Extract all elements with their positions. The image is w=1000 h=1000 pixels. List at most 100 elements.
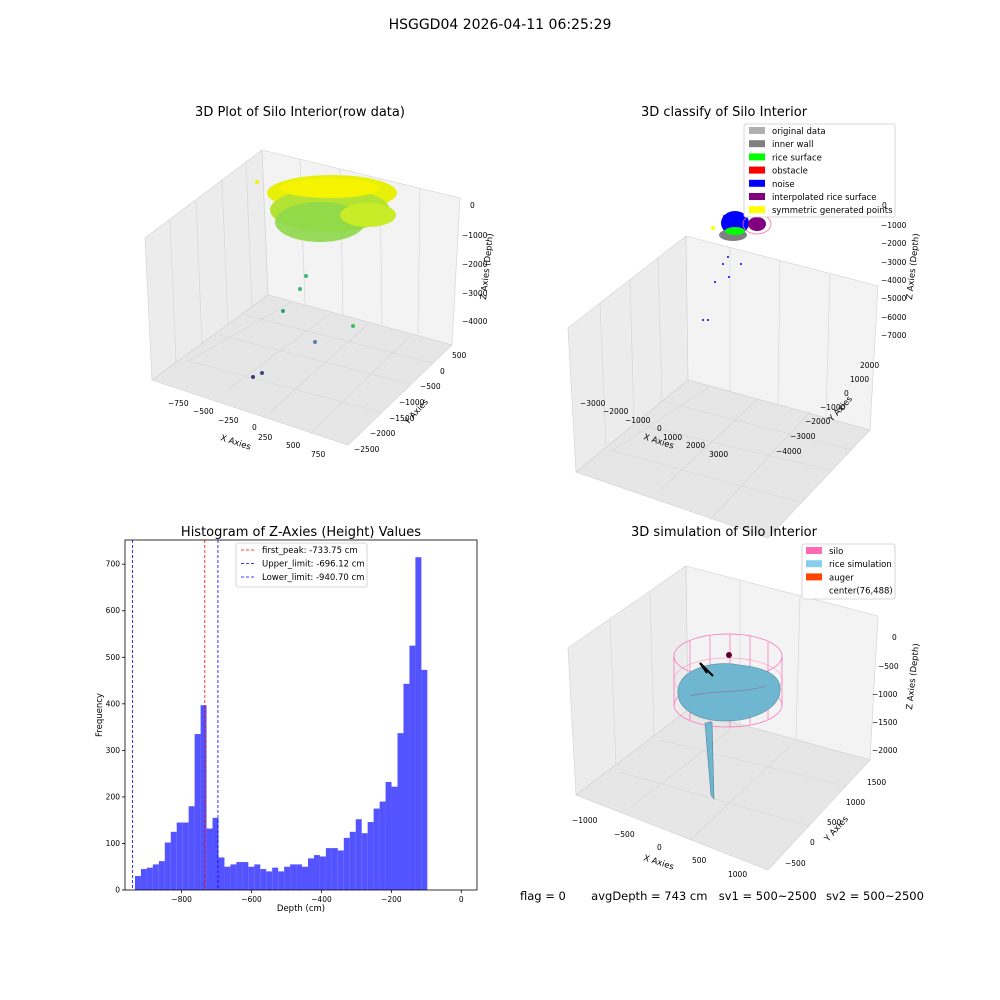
classify-zticks: 0 −1000 −2000 −3000 −4000 −5000 −6000 −7… (881, 201, 907, 340)
histogram-bar (296, 864, 303, 890)
classify-ytick: 1000 (850, 375, 869, 384)
raw-ytick: 500 (452, 351, 467, 360)
raw-ytick: −2500 (354, 445, 380, 454)
simulation-panel-title: 3D simulation of Silo Interior (631, 525, 818, 540)
simulation-legend-label: rice simulation (829, 560, 892, 570)
simulation-legend-label: silo (829, 547, 843, 557)
sim-ztick: −1500 (872, 718, 898, 727)
raw-xtick: −250 (218, 416, 239, 425)
histogram-bar (182, 822, 189, 890)
raw-ytick: 0 (440, 367, 445, 376)
histogram-bar (409, 645, 416, 890)
sim-ytick: 1500 (867, 778, 886, 787)
classify-legend-label: inner wall (772, 140, 813, 150)
raw-xlabel: X Axies (219, 433, 252, 452)
sv2-value: sv2 = 500~2500 (825, 889, 924, 903)
classify-legend-label: symmetric generated points (772, 206, 893, 216)
classify-legend-label: noise (772, 180, 795, 190)
classify-ytick: −1000 (820, 403, 846, 412)
histogram-bar (146, 867, 153, 890)
classify-legend-swatch (749, 127, 765, 134)
histogram-bar (343, 837, 350, 890)
histogram-legend-label: Lower_limit: -940.70 cm (262, 573, 364, 583)
raw-ytick: −1000 (399, 398, 425, 407)
classify-floor-pane (575, 379, 871, 539)
classify-ztick: −2000 (881, 239, 907, 248)
histogram-bar (325, 848, 332, 890)
classify-legend-swatch (749, 179, 765, 187)
histogram-bar (385, 782, 392, 890)
histogram-bar (248, 866, 255, 890)
histogram-xtick-label: 0 (459, 895, 464, 904)
sim-ztick: −2000 (872, 746, 898, 755)
histogram-bar (367, 822, 374, 890)
raw-xtick: −750 (168, 399, 189, 408)
histogram-bar (421, 669, 428, 890)
raw-3d-panel: 3D Plot of Silo Interior(row data) −750 … (144, 105, 496, 459)
classify-point-cloud (702, 211, 772, 321)
histogram-bar (397, 733, 404, 890)
histogram-bar (140, 869, 147, 890)
histogram-bar (170, 831, 177, 890)
histogram-ytick-label: 300 (106, 746, 121, 755)
classify-3d-panel: 3D classify of Silo Interior original da… (567, 105, 922, 539)
histogram-bar (331, 848, 338, 890)
sim-xticks: −1000 −500 0 500 1000 (572, 816, 747, 879)
classify-grid (599, 248, 853, 521)
rice-simulation-surface (677, 663, 781, 800)
classify-ztick: −7000 (881, 331, 907, 340)
sim-xtick: 0 (657, 843, 662, 852)
raw-ytick: −1500 (389, 414, 415, 423)
histogram-bar (194, 734, 201, 890)
classify-ytick: −2000 (805, 417, 831, 426)
histogram-xticks: −800 −600 −400 −200 0 (171, 890, 464, 904)
histogram-legend-label: Upper_limit: -696.12 cm (262, 560, 365, 570)
avg-depth-value: avgDepth = 743 cm (591, 889, 708, 903)
simulation-legend-swatch (806, 547, 822, 554)
histogram-bar (242, 862, 249, 890)
auger-marker (699, 652, 732, 677)
raw-xtick: 750 (311, 450, 326, 459)
classify-ztick: −3000 (881, 258, 907, 267)
sim-ytick: −500 (785, 859, 806, 868)
raw-ztick: −1000 (462, 231, 488, 240)
histogram-bar (158, 861, 165, 890)
sim-ytick: 500 (827, 818, 842, 827)
classify-ytick: −4000 (776, 447, 802, 456)
histogram-bar (212, 817, 219, 890)
figure-suptitle: HSGGD04 2026-04-11 06:25:29 (0, 17, 1000, 33)
sim-ztick: −1000 (872, 690, 898, 699)
classify-xtick: 0 (657, 424, 662, 433)
status-footer: flag = 0 avgDepth = 743 cm sv1 = 500~250… (520, 889, 924, 903)
classify-xtick: 1000 (663, 433, 682, 442)
sim-yticks: 1500 1000 500 0 −500 (785, 778, 886, 868)
suptitle-text: HSGGD04 2026-04-11 06:25:29 (388, 17, 612, 33)
classify-xtick: −1000 (625, 416, 651, 425)
histogram-ytick-label: 700 (106, 560, 121, 569)
simulation-legend-label: auger (829, 573, 854, 583)
classify-ztick: −5000 (881, 294, 907, 303)
classify-legend-swatch (749, 193, 765, 200)
raw-xtick: 0 (252, 423, 257, 432)
sim-xtick: 500 (692, 856, 707, 865)
histogram-ytick-label: 500 (106, 653, 121, 662)
histogram-bar (218, 857, 225, 890)
histogram-bar (266, 871, 273, 890)
sim-floor-pane (575, 709, 871, 871)
classify-ztick: −6000 (881, 313, 907, 322)
histogram-xtick-label: −600 (241, 895, 262, 904)
histogram-bar (308, 858, 314, 890)
raw-ytick: −500 (420, 382, 441, 391)
sim-ztick: −500 (878, 662, 899, 671)
classify-legend: original data inner wall rice surface obsta… (743, 123, 896, 218)
simulation-legend-swatch (806, 573, 822, 581)
sim-xtick: −500 (614, 830, 635, 839)
classify-ytick: 0 (844, 389, 849, 398)
histogram-bar (379, 801, 386, 890)
histogram-bar (313, 855, 320, 890)
histogram-ytick-label: 0 (115, 886, 120, 895)
histogram-bar (176, 822, 183, 890)
classify-ytick: −3000 (790, 432, 816, 441)
histogram-ytick-label: 600 (106, 606, 121, 615)
classify-legend-label: original data (772, 127, 826, 137)
